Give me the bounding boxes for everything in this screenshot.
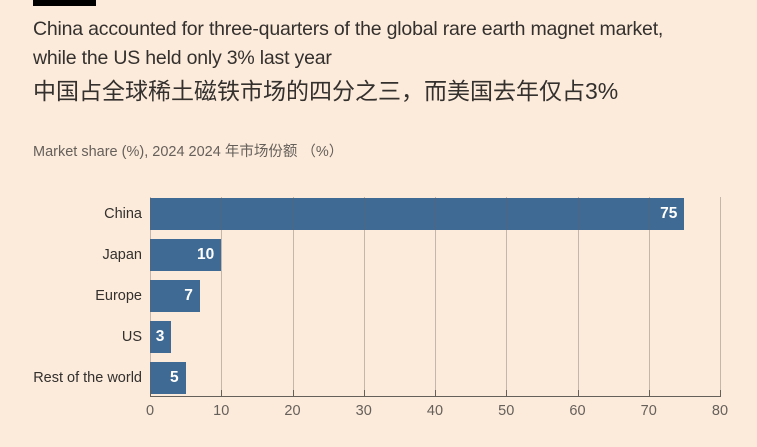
bar-value-label: 3 (155, 328, 165, 345)
bar-chart-area: China 75 Japan 10 Europe 7 US 3 Rest of the worl… (0, 197, 757, 437)
chart-subtitle: Market share (%), 2024 2024 年市场份额 （%） (33, 144, 344, 160)
x-tick-mark-10 (221, 390, 223, 396)
x-tick-label-80: 80 (711, 403, 729, 419)
x-tick-mark-70 (648, 390, 650, 396)
x-tick-mark-40 (435, 390, 436, 396)
chart-title-en-line2: while the US held only 3% last year (33, 47, 332, 69)
bar-us: 3 (150, 321, 172, 353)
x-tick-mark-20 (292, 390, 294, 396)
x-tick-label-50: 50 (498, 403, 515, 419)
x-axis-line (150, 396, 721, 397)
x-tick-mark-0 (150, 390, 151, 396)
x-tick-label-0: 0 (145, 403, 155, 419)
chart-title-zh: 中国占全球稀土磁铁市场的四分之三，而美国去年仅占3% (33, 78, 619, 104)
x-tick-label-40: 40 (426, 403, 444, 419)
x-tick-label-60: 60 (569, 403, 586, 419)
bar-value-label: 5 (170, 369, 179, 386)
chart-title-en: China accounted for three-quarters of th… (33, 15, 733, 73)
bar-value-label: 7 (184, 287, 193, 304)
x-tick-mark-60 (577, 390, 579, 396)
x-tick-mark-50 (506, 390, 508, 396)
gridline-80 (720, 197, 721, 396)
bar-rest-of-the-world: 5 (150, 362, 186, 394)
top-marker-bar (33, 0, 96, 6)
x-tick-mark-80 (720, 390, 721, 396)
category-label-japan: Japan (102, 247, 142, 263)
x-tick-label-20: 20 (284, 403, 301, 419)
bar-china: 75 (150, 198, 685, 230)
x-tick-label-70: 70 (640, 403, 657, 419)
chart-title-en-line1: China accounted for three-quarters of th… (33, 18, 664, 40)
category-label-rest-of-the-world: Rest of the world (33, 370, 142, 386)
category-label-china: China (104, 206, 142, 222)
x-tick-label-10: 10 (213, 403, 230, 419)
x-tick-mark-30 (363, 390, 365, 396)
bar-europe: 7 (150, 280, 200, 312)
bar-value-label: 75 (660, 205, 678, 222)
bar-value-label: 10 (197, 246, 215, 263)
category-label-us: US (121, 329, 142, 345)
category-label-europe: Europe (95, 288, 142, 304)
bar-japan: 10 (150, 239, 222, 271)
x-tick-label-30: 30 (355, 403, 372, 419)
